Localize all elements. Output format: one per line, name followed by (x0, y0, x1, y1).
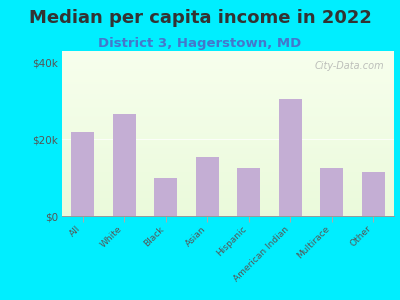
Bar (237, 168, 260, 216)
Text: City-Data.com: City-Data.com (314, 61, 384, 71)
Text: Median per capita income in 2022: Median per capita income in 2022 (28, 9, 372, 27)
Bar (154, 178, 177, 216)
Bar (71, 132, 94, 216)
Bar (279, 99, 302, 216)
Bar (196, 157, 219, 216)
Bar (362, 172, 385, 216)
Text: District 3, Hagerstown, MD: District 3, Hagerstown, MD (98, 38, 302, 50)
Bar (113, 114, 136, 216)
Bar (320, 168, 343, 216)
